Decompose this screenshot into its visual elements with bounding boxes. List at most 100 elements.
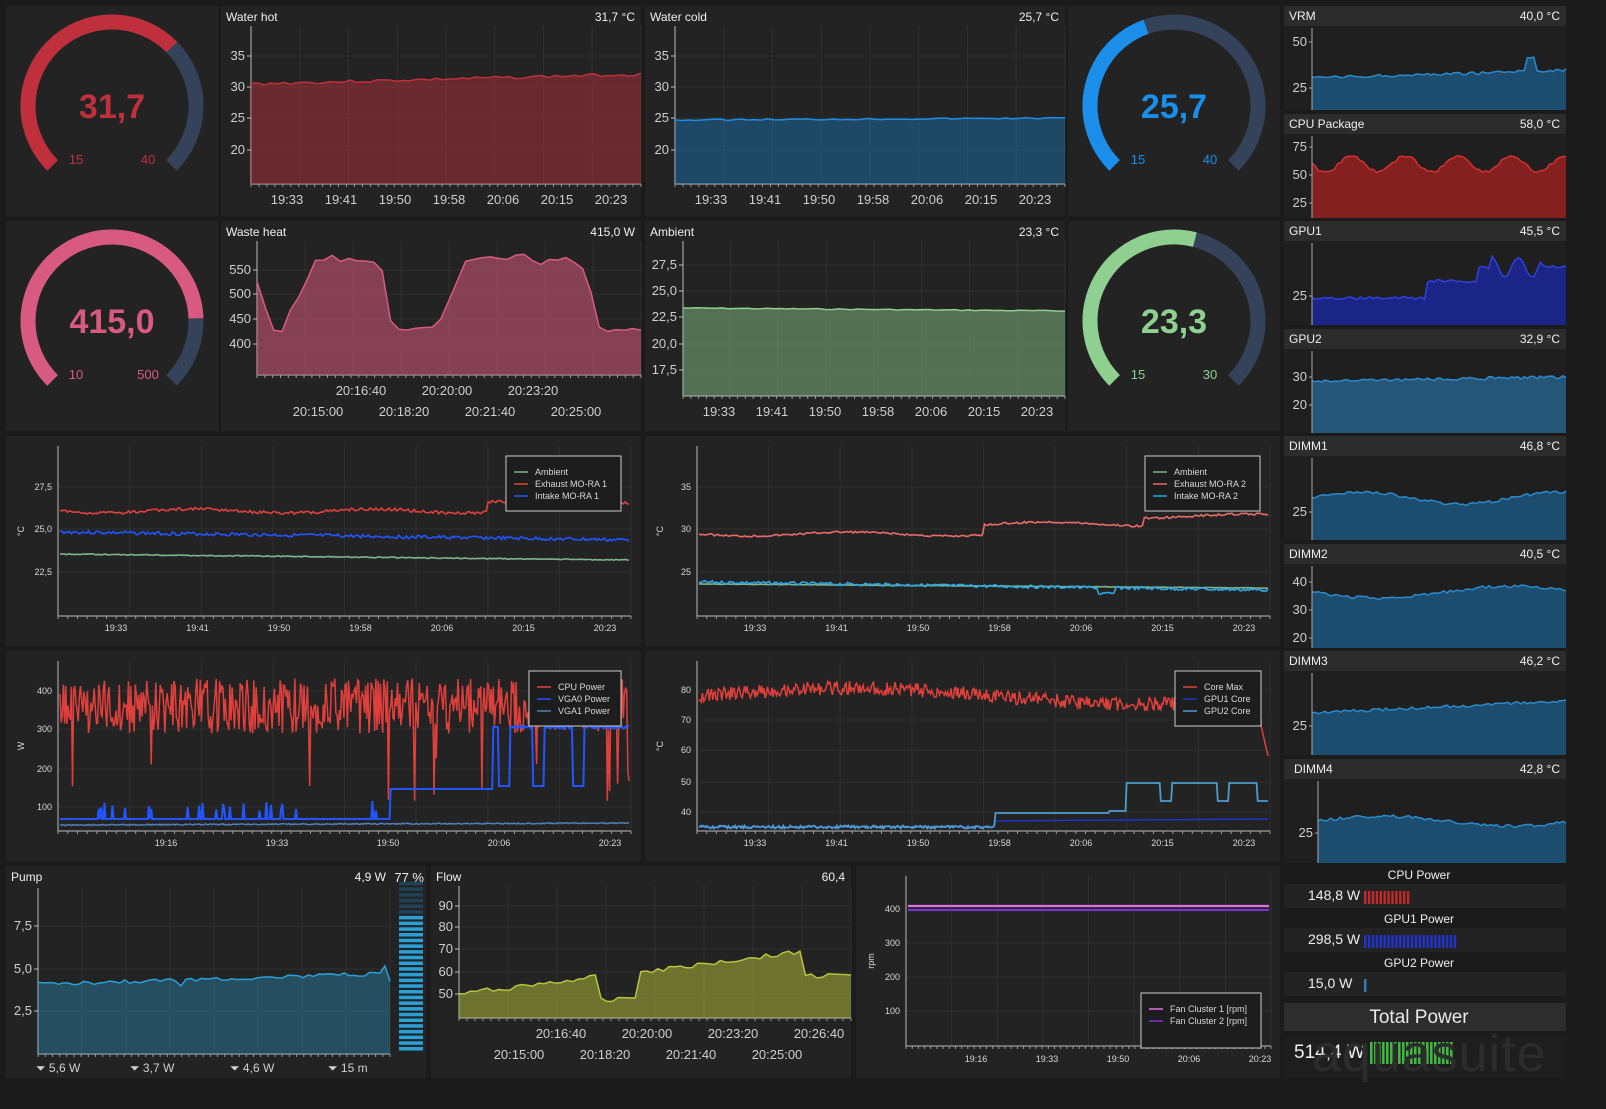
sensor-title: GPU2 (1289, 332, 1322, 346)
flow-title: Flow (436, 870, 462, 884)
power-bar-segment (1445, 935, 1449, 948)
sensor-line (1311, 374, 1567, 383)
sensor-header (1284, 6, 1566, 26)
power-bar-segment (1391, 891, 1394, 904)
sensor-chart: 40 30 20 (1293, 566, 1567, 648)
water-cold-title: Water cold (650, 10, 707, 24)
gpu-temps-ytick: 50 (681, 777, 691, 787)
flow-value: 60,4 (821, 870, 845, 884)
sensor-area (1312, 585, 1566, 648)
sensor-line (1311, 584, 1567, 601)
pump-level-segment (399, 910, 423, 914)
water-cold-xtick: 20:23 (1019, 192, 1052, 207)
water-hot-chart-panel: Water hot 31,7 °C 35 30 25 20 19:33 19:41 19:5… (221, 6, 642, 216)
temps2-xtick: 19:50 (907, 623, 930, 633)
sensor-ytick: 40 (1293, 574, 1307, 589)
temps1-legend-label: Intake MO-RA 1 (535, 491, 599, 501)
gpu-temps-legend-label: GPU2 Core (1204, 706, 1251, 716)
power-bar-segment (1399, 891, 1402, 904)
temps2-ytick: 25 (681, 567, 691, 577)
gpu2-power-label: GPU2 Power (1383, 956, 1455, 970)
waste-heat-gauge-min: 10 (69, 367, 83, 382)
flow-xtick: 20:21:40 (666, 1047, 717, 1062)
flow-panel: Flow 60,4 90 80 70 60 50 20:16:40 20:20:00 20:2… (431, 866, 852, 1078)
total-power-bar-segment (1406, 1042, 1409, 1064)
ambient-gauge-fill (1082, 229, 1197, 386)
temps1-xtick: 19:58 (349, 623, 372, 633)
water-hot-line (250, 72, 642, 86)
power-xtick: 19:33 (266, 838, 289, 848)
fans-ytick: 300 (885, 938, 900, 948)
power-ytick: 200 (37, 764, 52, 774)
power-bar-segment (1403, 935, 1406, 948)
sensor-header (1284, 544, 1566, 564)
ambient-ytick: 20,0 (652, 336, 677, 351)
temps1-series-line (59, 529, 630, 542)
waste-heat-gauge: 415,0 10 500 (20, 229, 204, 386)
temps2-xtick: 19:41 (825, 623, 848, 633)
waste-heat-gauge-max: 500 (137, 367, 159, 382)
flow-ytick: 50 (439, 986, 453, 1001)
gpu1-power-value: 298,5 W (1308, 931, 1361, 947)
pump-level-segment (399, 1018, 423, 1022)
power-series-line (59, 821, 630, 827)
power-bar-segment (1391, 935, 1394, 948)
pump-level-segment (399, 893, 423, 897)
ambient-area (683, 307, 1065, 396)
flow-ytick: 90 (439, 898, 453, 913)
water-cold-ytick: 30 (655, 79, 669, 94)
sensor-line (1311, 155, 1567, 174)
ambient-xtick: 20:15 (968, 404, 1001, 419)
power-ylabel: W (16, 741, 26, 750)
water-cold-ytick: 35 (655, 48, 669, 63)
fans-legend: Fan Cluster 1 [rpm] Fan Cluster 2 [rpm] (1140, 992, 1262, 1049)
waste-heat-xtick: 20:16:40 (336, 383, 387, 398)
total-power-bar-segment (1426, 1042, 1429, 1064)
waste-heat-ytick: 550 (229, 262, 251, 277)
temps1-ylabel: °C (16, 525, 26, 536)
temps2-ytick: 35 (681, 482, 691, 492)
flow-ytick: 70 (439, 941, 453, 956)
sensor-title: VRM (1289, 9, 1316, 23)
pump-level-segment (399, 950, 423, 954)
water-hot-ytick: 20 (231, 142, 245, 157)
water-cold-chart-panel: Water cold 25,7 °C 35 30 25 20 19:33 19:41 19:… (645, 6, 1066, 216)
sensor-ytick: 25 (1293, 718, 1307, 733)
sensor-ytick: 30 (1293, 602, 1307, 617)
sensor-title: DIMM4 (1294, 762, 1333, 776)
temps2-series-line (698, 512, 1269, 538)
flow-xtick: 20:25:00 (752, 1047, 803, 1062)
power-summary: CPU Power 148,8 W GPU1 Power 298,5 W GPU… (1284, 866, 1566, 1083)
sensor-line (1311, 699, 1567, 715)
sensor-panel-dimm1: DIMM1 46,8 °C 25 (1284, 436, 1567, 540)
water-hot-gauge-max: 40 (141, 152, 155, 167)
waste-heat-gauge-panel: 415,0 10 500 (6, 221, 218, 431)
power-bar-segment (1379, 935, 1382, 948)
ambient-title: Ambient (650, 225, 695, 239)
gpu-temps-legend: Core Max GPU1 Core GPU2 Core (1174, 670, 1262, 727)
ambient-gauge-panel: 23,3 15 30 (1068, 221, 1280, 431)
waste-heat-xtick: 20:25:00 (551, 404, 602, 419)
ambient-xtick: 19:50 (809, 404, 842, 419)
total-power-bar-segment (1382, 1042, 1385, 1064)
flow-ytick: 60 (439, 964, 453, 979)
pump-stat: ⏷ 3,7 W (129, 1061, 175, 1075)
ambient-ytick: 27,5 (652, 257, 677, 272)
ambient-grid (682, 241, 1066, 396)
flow-xtick: 20:26:40 (794, 1026, 845, 1041)
gpu1-power-label: GPU1 Power (1383, 912, 1455, 926)
total-power-label: Total Power (1369, 1007, 1469, 1028)
sensor-header (1284, 651, 1566, 671)
sensor-ytick: 50 (1293, 167, 1307, 182)
power-xtick: 19:50 (377, 838, 400, 848)
aquasuite-watermark: aquasuite (1312, 1025, 1547, 1083)
power-chart: 400 300 200 100 19:16 19:33 19:50 20:06 20:23 W CP… (16, 661, 632, 848)
temps1-xtick: 20:23 (594, 623, 617, 633)
pump-level-segment (399, 915, 423, 920)
power-row-bg (1284, 928, 1566, 952)
total-power-bar-segment (1450, 1042, 1453, 1064)
power-bar-segment (1430, 935, 1433, 948)
sensor-value: 40,0 °C (1519, 9, 1560, 23)
power-bar-segment (1371, 891, 1375, 904)
pump-stat: ⏷ 15 m (327, 1061, 368, 1075)
